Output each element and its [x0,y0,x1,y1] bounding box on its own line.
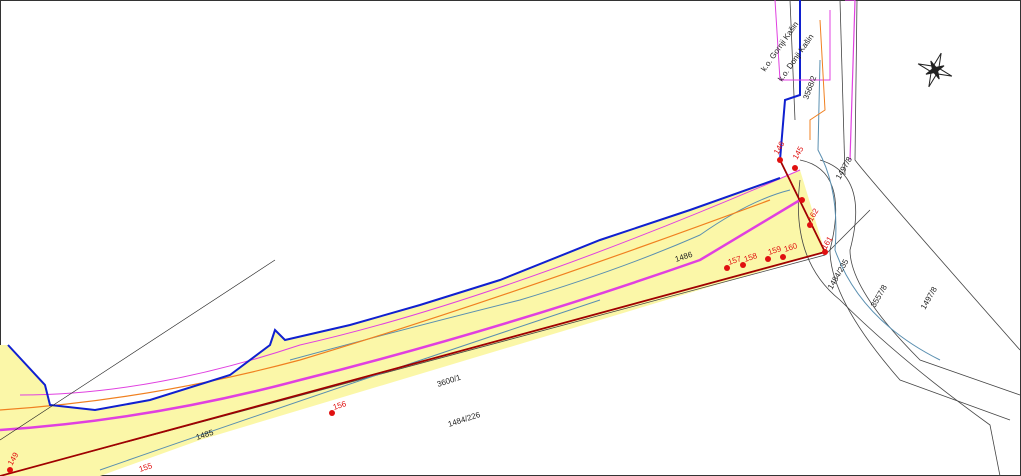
point-markers [7,157,828,473]
point-number: 157 [727,254,743,267]
point-number: 158 [743,251,759,264]
point-number: 160 [783,241,799,254]
lines [0,0,856,476]
parcel-area [0,170,825,476]
north-arrow [917,52,953,88]
point-number: 159 [767,244,783,257]
point-number: 156 [332,399,348,412]
point-number: 155 [138,461,154,474]
